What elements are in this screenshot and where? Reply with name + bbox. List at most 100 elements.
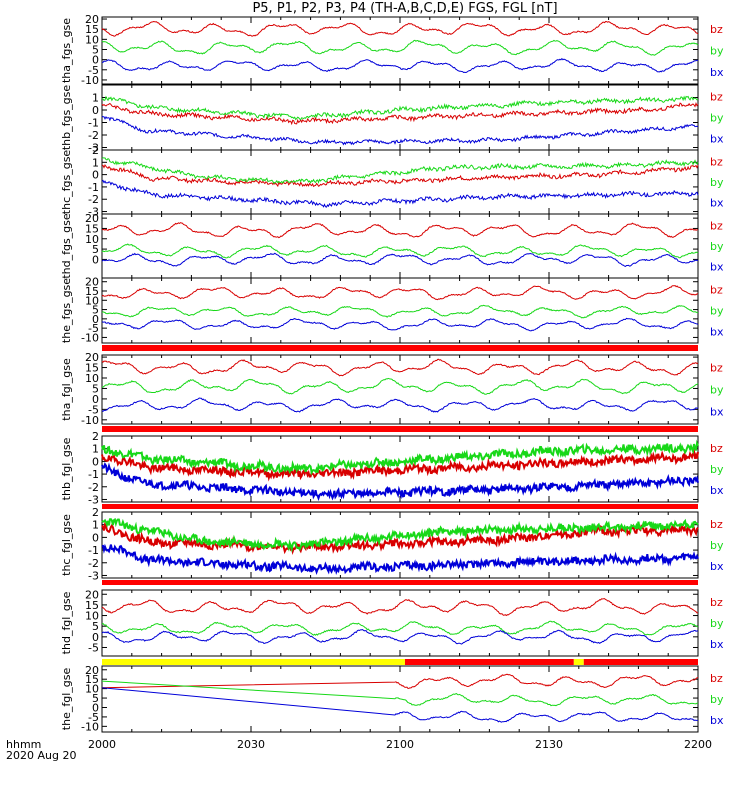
x-tick-label: 2100: [386, 738, 414, 751]
series-line-bx: [101, 57, 699, 74]
y-tick-label: -5: [88, 64, 99, 77]
y-tick-label: 10: [85, 610, 99, 623]
legend-by: by: [710, 693, 724, 706]
y-tick-label: 5: [92, 304, 99, 317]
legend-bz: bz: [710, 442, 723, 455]
series-line-bz: [101, 102, 699, 126]
y-tick-label: -5: [88, 711, 99, 724]
series-line-bx: [101, 543, 699, 576]
y-tick-label: 10: [85, 683, 99, 696]
legend-bx: bx: [710, 196, 724, 209]
series-line-by: [101, 304, 699, 319]
y-tick-label: 1: [92, 92, 99, 105]
y-tick-label: -3: [88, 493, 99, 506]
series-line-by: [101, 39, 699, 56]
y-tick-label: 5: [92, 620, 99, 633]
panel-frame: [101, 589, 699, 657]
legend-bz: bz: [710, 220, 723, 233]
y-tick-label: 15: [85, 362, 99, 375]
legend-by: by: [710, 539, 724, 552]
status-bar-segment: [573, 659, 584, 665]
legend-by: by: [710, 305, 724, 318]
y-tick-label: 20: [85, 588, 99, 601]
y-axis-label: thd_fgl_gse: [60, 591, 73, 654]
y-tick-label: 2: [92, 430, 99, 443]
legend-by: by: [710, 617, 724, 630]
y-axis-label: tha_fgs_gse: [60, 18, 73, 83]
series-line-bx: [101, 462, 699, 502]
legend-bx: bx: [710, 406, 724, 419]
y-tick-label: 20: [85, 664, 99, 677]
y-tick-label: -10: [81, 720, 99, 733]
series-line-by: [101, 95, 699, 121]
y-axis-label: the_fgl_gse: [60, 668, 73, 731]
series-line-bz: [101, 448, 699, 482]
y-axis-label: thc_fgl_gse: [60, 514, 73, 576]
y-tick-label: 10: [85, 372, 99, 385]
x-tick-label: 2030: [237, 738, 265, 751]
series-line-bx: [101, 115, 699, 146]
y-tick-label: 0: [92, 54, 99, 67]
legend-bz: bz: [710, 672, 723, 685]
y-tick-label: 20: [85, 351, 99, 364]
y-tick-label: -3: [88, 206, 99, 219]
legend-bx: bx: [710, 325, 724, 338]
legend-by: by: [710, 176, 724, 189]
status-bar-segment: [102, 659, 405, 665]
series-line-bz: [101, 673, 699, 689]
series-line-bz: [101, 20, 699, 37]
y-tick-label: 5: [92, 692, 99, 705]
y-tick-label: 0: [92, 393, 99, 406]
legend-bx: bx: [710, 260, 724, 273]
panel-frame: [101, 84, 699, 151]
y-tick-label: 0: [92, 531, 99, 544]
legend-bz: bz: [710, 156, 723, 169]
y-tick-label: -1: [88, 181, 99, 194]
series-line-by: [101, 157, 699, 185]
y-tick-label: 1: [92, 443, 99, 456]
legend-by: by: [710, 45, 724, 58]
series-line-bx: [101, 179, 699, 208]
y-tick-label: 10: [85, 233, 99, 246]
series-line-by: [101, 439, 699, 476]
series-line-bx: [101, 687, 698, 723]
series-line-bz: [101, 163, 699, 188]
series-line-by: [101, 377, 699, 395]
series-line-by: [101, 680, 699, 707]
time-axis-caption: hhmm: [6, 738, 42, 751]
y-tick-label: 0: [92, 631, 99, 644]
y-axis-label: the_fgs_gse: [60, 278, 73, 343]
y-tick-label: -5: [88, 641, 99, 654]
legend-bx: bx: [710, 638, 724, 651]
y-tick-label: 0: [92, 169, 99, 182]
series-line-by: [101, 620, 699, 636]
series-line-bx: [101, 317, 699, 332]
y-tick-label: 20: [85, 212, 99, 225]
status-bar-segment: [102, 580, 698, 585]
legend-by: by: [710, 463, 724, 476]
legend-bz: bz: [710, 91, 723, 104]
date-caption: 2020 Aug 20: [6, 749, 77, 762]
y-tick-label: -5: [88, 403, 99, 416]
y-axis-label: thc_fgs_gse: [60, 150, 73, 215]
y-tick-label: 15: [85, 222, 99, 235]
y-tick-label: -2: [88, 129, 99, 142]
y-tick-label: 1: [92, 156, 99, 169]
y-tick-label: 10: [85, 294, 99, 307]
legend-by: by: [710, 384, 724, 397]
panel-frame: [101, 213, 699, 279]
legend-bz: bz: [710, 361, 723, 374]
y-tick-label: 0: [92, 253, 99, 266]
y-tick-label: -10: [81, 74, 99, 87]
y-tick-label: 20: [85, 276, 99, 289]
y-tick-label: -5: [88, 322, 99, 335]
status-bar-segment: [583, 659, 698, 665]
y-tick-label: 10: [85, 33, 99, 46]
y-tick-label: 15: [85, 23, 99, 36]
y-tick-label: -10: [81, 414, 99, 427]
y-tick-label: 0: [92, 455, 99, 468]
y-tick-label: 15: [85, 285, 99, 298]
y-tick-label: 5: [92, 43, 99, 56]
y-tick-label: 15: [85, 673, 99, 686]
